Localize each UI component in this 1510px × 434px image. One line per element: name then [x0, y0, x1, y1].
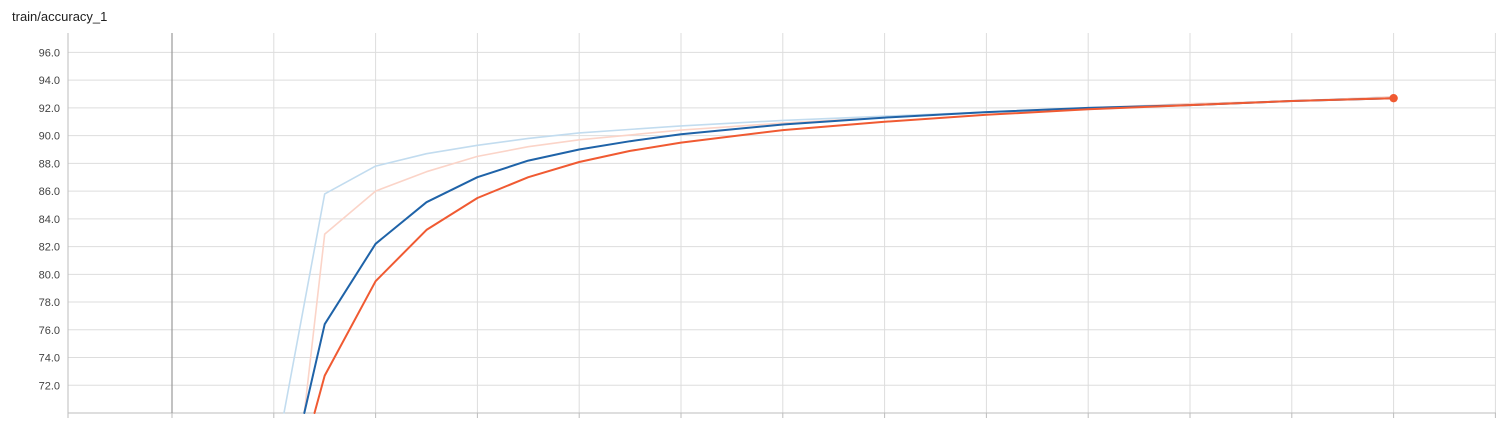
chart-title: train/accuracy_1: [12, 9, 108, 24]
smoothed-series-line: [303, 97, 1395, 414]
raw-series-line: [303, 96, 1395, 414]
smoothed-series-line: [313, 97, 1395, 414]
y-tick-label: 88.0: [39, 158, 60, 170]
raw-series-line: [283, 96, 1395, 414]
y-tick-label: 90.0: [39, 131, 60, 143]
grid-lines: [68, 33, 1496, 413]
y-tick-label: 96.0: [39, 47, 60, 59]
series-end-marker: [1389, 93, 1398, 103]
y-tick-label: 72.0: [39, 380, 60, 392]
y-tick-label: 84.0: [39, 214, 60, 226]
axes: [67, 33, 1496, 418]
y-tick-label: 94.0: [39, 75, 60, 87]
y-tick-label: 74.0: [39, 353, 60, 365]
y-tick-label: 92.0: [39, 103, 60, 115]
series-lines: [283, 93, 1398, 414]
y-tick-label: 78.0: [39, 297, 60, 309]
y-tick-label: 86.0: [39, 186, 60, 198]
tick-labels: 72.0 74.0 76.0 78.0 80.0 82.0 84.0 86.0 88.0 90.0…: [39, 47, 60, 392]
y-tick-label: 76.0: [39, 325, 60, 337]
y-tick-label: 80.0: [39, 269, 60, 281]
y-tick-label: 82.0: [39, 242, 60, 254]
